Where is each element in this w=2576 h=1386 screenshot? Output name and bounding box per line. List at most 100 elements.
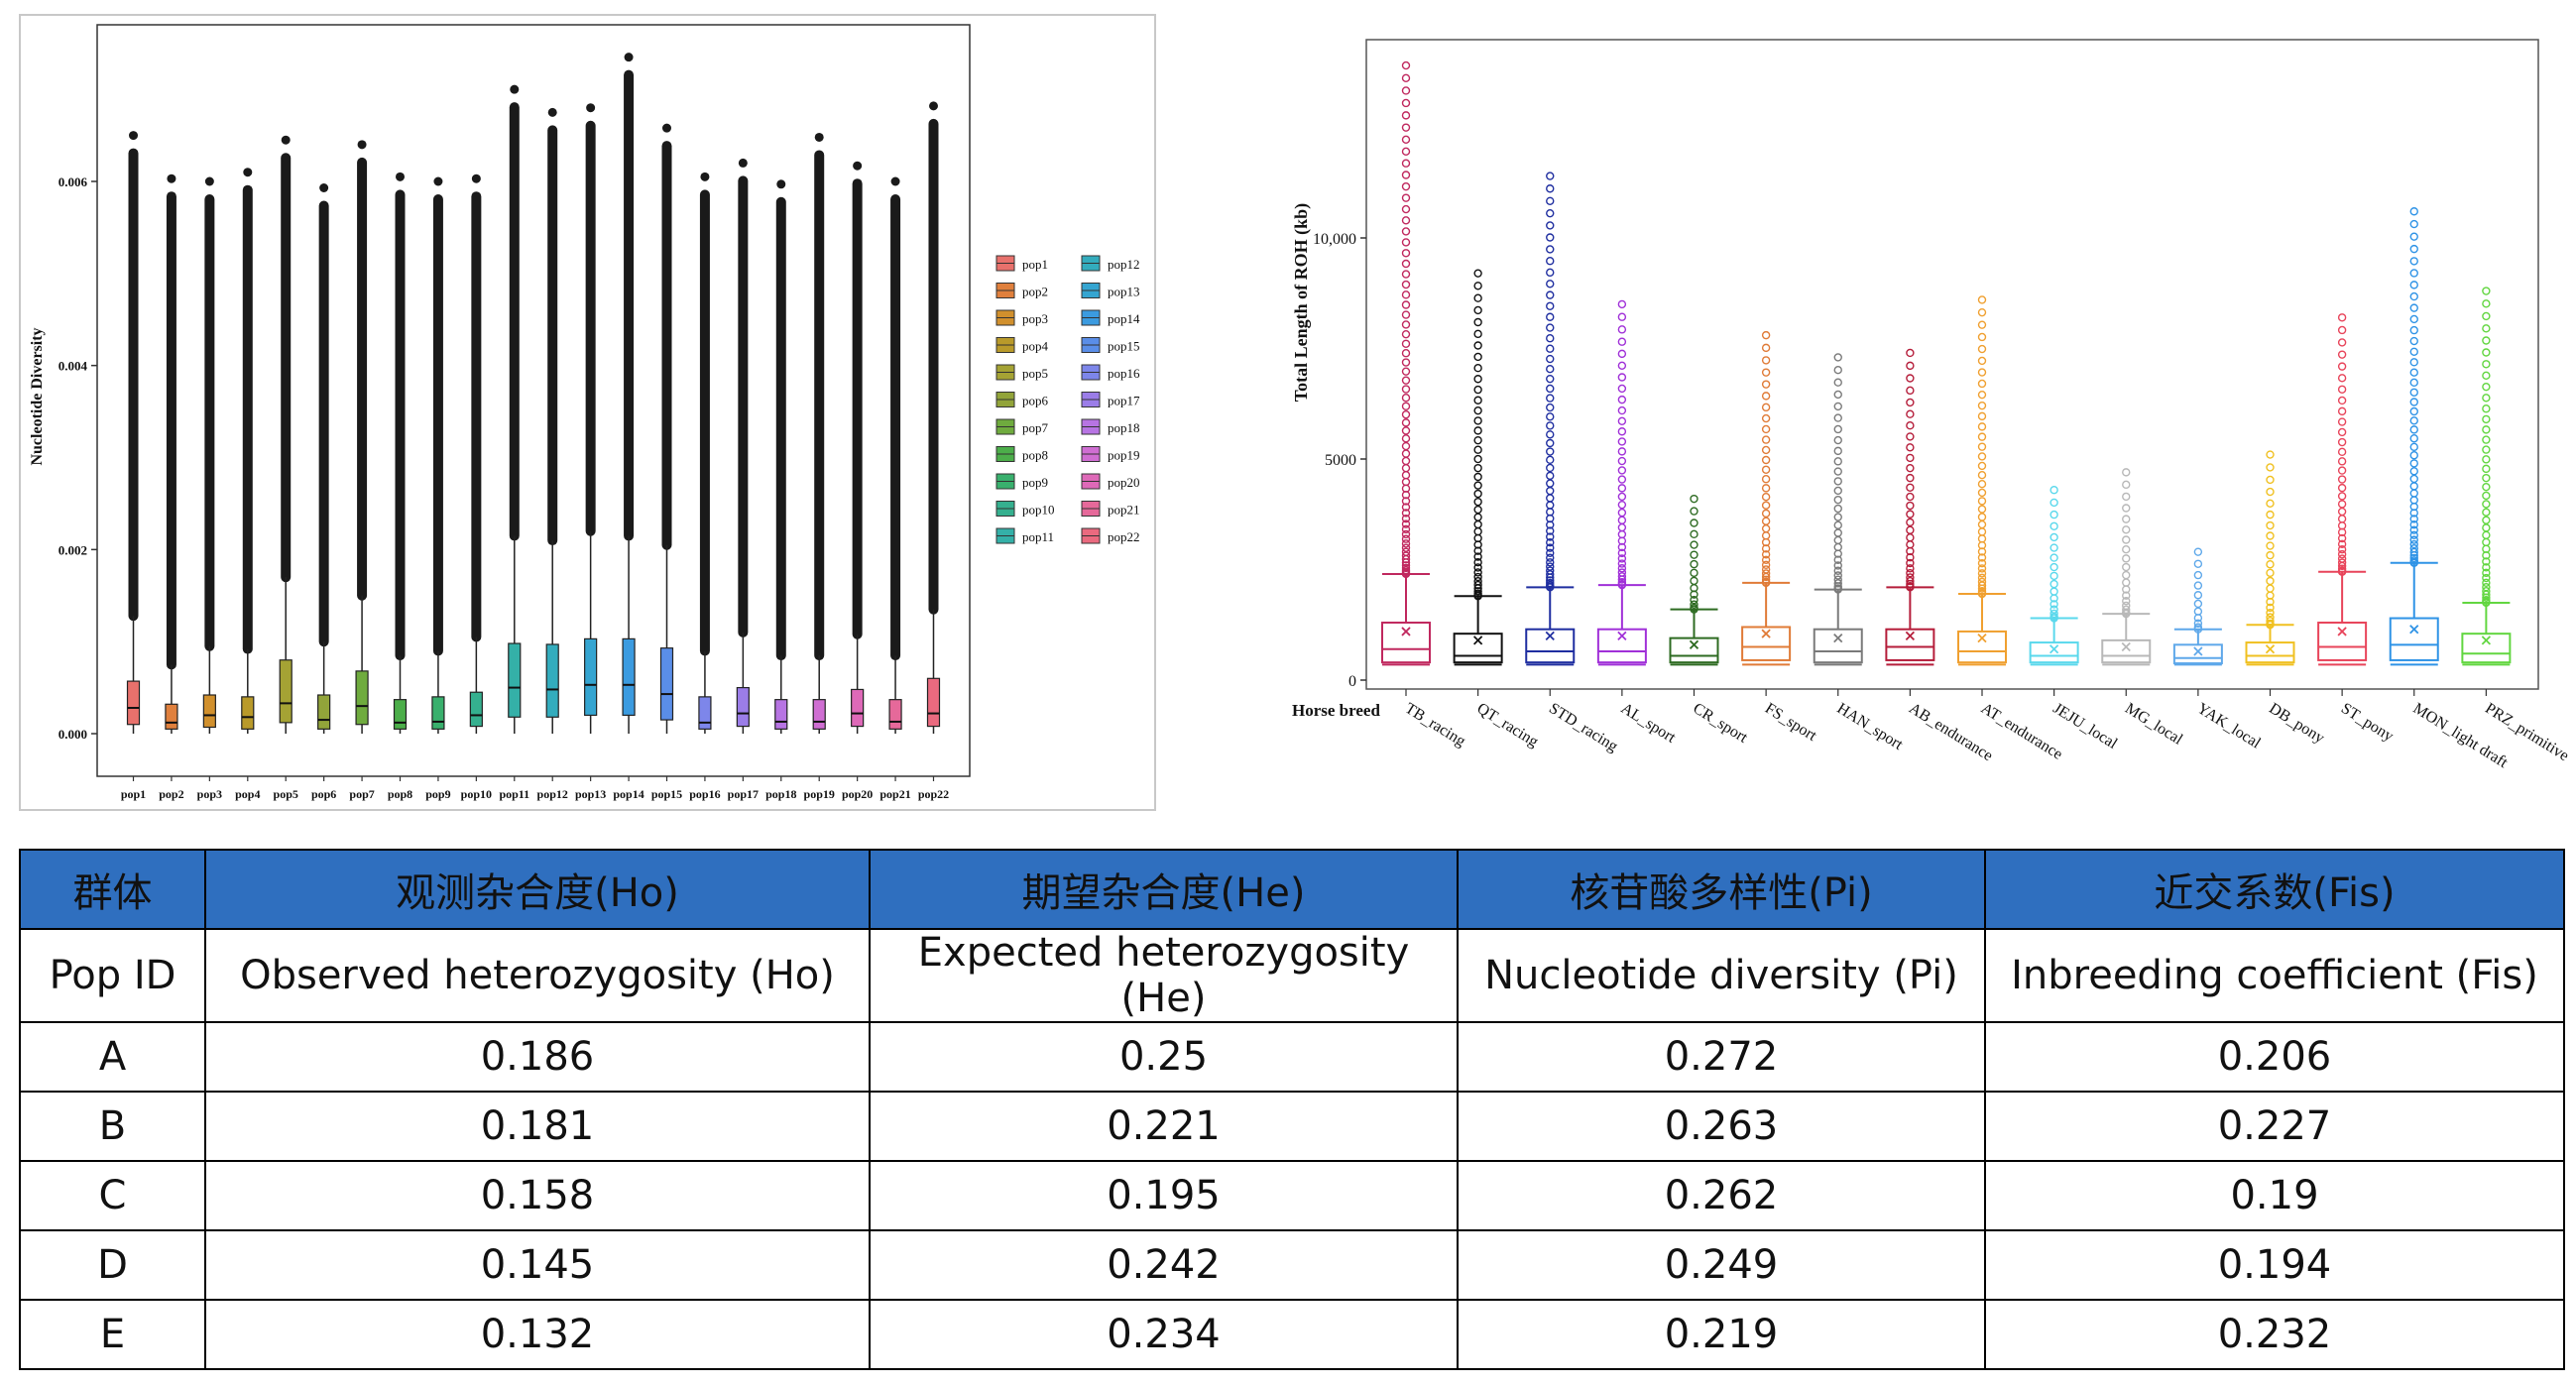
outlier-point <box>1546 364 1555 374</box>
outlier-point <box>1833 413 1842 422</box>
box-MG_local <box>2101 638 2152 664</box>
outlier-point <box>1833 528 1842 537</box>
outlier-point <box>2482 371 2491 381</box>
outlier-point <box>2409 442 2418 452</box>
outlier-point <box>2482 435 2491 444</box>
outlier-point <box>2482 324 2491 333</box>
outlier-point <box>1401 135 1411 145</box>
outlier-point <box>2409 219 2418 229</box>
right-x-tick-label: FS_sport <box>1762 700 1819 745</box>
outlier-point <box>2409 314 2418 324</box>
header-en-pi: Nucleotide diversity (Pi) <box>1457 928 1986 1023</box>
box-pop12 <box>545 643 559 718</box>
legend-label: pop8 <box>1022 448 1048 463</box>
outlier-point <box>2482 508 2491 517</box>
box-pop17 <box>736 686 750 728</box>
outlier-point <box>2122 554 2131 563</box>
outlier-point <box>2409 281 2418 289</box>
cell-he: 0.234 <box>869 1299 1459 1370</box>
outlier-point <box>1906 386 1915 396</box>
outlier-point <box>2337 533 2347 543</box>
outlier-point <box>2266 576 2275 586</box>
outlier-point <box>281 135 291 145</box>
outlier-point <box>2266 608 2275 618</box>
outlier-point <box>1546 196 1555 205</box>
legend-label: pop18 <box>1108 420 1140 435</box>
box-PRZ_primitive <box>2461 633 2512 664</box>
cell-pop: D <box>19 1229 206 1301</box>
outlier-point <box>1977 573 1987 583</box>
cell-he: 0.221 <box>869 1091 1459 1162</box>
outlier-point <box>1690 600 1698 609</box>
outlier-point <box>1977 344 1987 354</box>
outlier-point <box>1690 494 1698 504</box>
charts-canvas: Nucleotide Diversity 0.0000.0020.0040.00… <box>19 14 2572 811</box>
outlier-point <box>2337 466 2347 475</box>
outlier-point <box>1401 524 1411 534</box>
outlier-point <box>1761 392 1771 401</box>
legend-label: pop3 <box>1022 311 1048 326</box>
outlier-point <box>1401 394 1411 403</box>
outlier-point <box>1690 550 1698 559</box>
outlier-point <box>1617 437 1627 446</box>
outlier-point <box>1546 421 1555 430</box>
box-FS_sport <box>1741 626 1792 661</box>
box-pop8 <box>393 699 408 730</box>
outlier-point <box>1833 390 1842 400</box>
left-x-tick-label: pop14 <box>613 787 644 801</box>
outlier-point <box>1761 484 1771 493</box>
outlier-point <box>853 178 863 188</box>
outlier-point <box>853 161 863 171</box>
outlier-point <box>2122 544 2131 554</box>
outlier-point <box>1977 581 1987 590</box>
legend-label: pop9 <box>1022 475 1048 490</box>
outlier-point <box>1617 466 1627 475</box>
outlier-point <box>2193 570 2203 580</box>
outlier-point <box>1906 483 1915 492</box>
outlier-point <box>2409 535 2418 544</box>
outlier-point <box>2337 396 2347 405</box>
box-pop3 <box>202 694 216 729</box>
outlier-point <box>1473 497 1482 507</box>
right-x-tick-label: TB_racing <box>1402 700 1468 751</box>
outlier-point <box>1546 576 1555 585</box>
outlier-point <box>1473 481 1482 490</box>
outlier-point <box>2337 350 2347 359</box>
box-pop5 <box>279 659 293 724</box>
outlier-point <box>2337 374 2347 383</box>
outlier-point <box>2049 521 2058 530</box>
outlier-point <box>1546 184 1555 193</box>
outlier-point <box>2266 568 2275 578</box>
outlier-point <box>1546 471 1555 481</box>
outlier-point <box>814 150 824 160</box>
outlier-point <box>2482 445 2491 454</box>
outlier-point <box>1906 564 1915 573</box>
outlier-point <box>2337 539 2347 549</box>
outlier-point <box>2337 338 2347 347</box>
box-AT_endurance <box>1957 630 2007 664</box>
outlier-point <box>2049 600 2058 609</box>
outlier-point <box>2049 562 2058 572</box>
outlier-point <box>1761 356 1771 365</box>
outlier-point <box>2122 504 2131 513</box>
outlier-point <box>1546 394 1555 403</box>
outlier-point <box>700 172 710 181</box>
outlier-point <box>1977 411 1987 421</box>
outlier-point <box>1833 579 1842 588</box>
outlier-point <box>2266 510 2275 520</box>
outlier-point <box>281 153 291 163</box>
outlier-point <box>1401 60 1411 70</box>
mean-marker <box>2409 625 2419 635</box>
outlier-point <box>1401 249 1411 258</box>
outlier-point <box>2266 560 2275 569</box>
cell-pop: B <box>19 1091 206 1162</box>
outlier-point <box>2337 549 2347 559</box>
outlier-point <box>2266 520 2275 530</box>
outlier-point <box>890 176 900 186</box>
outlier-point <box>1906 463 1915 473</box>
outlier-point <box>1473 435 1482 445</box>
left-x-tick-label: pop6 <box>311 787 336 801</box>
outlier-point <box>1833 477 1842 486</box>
outlier-point <box>2193 591 2203 600</box>
outlier-point <box>624 70 634 80</box>
